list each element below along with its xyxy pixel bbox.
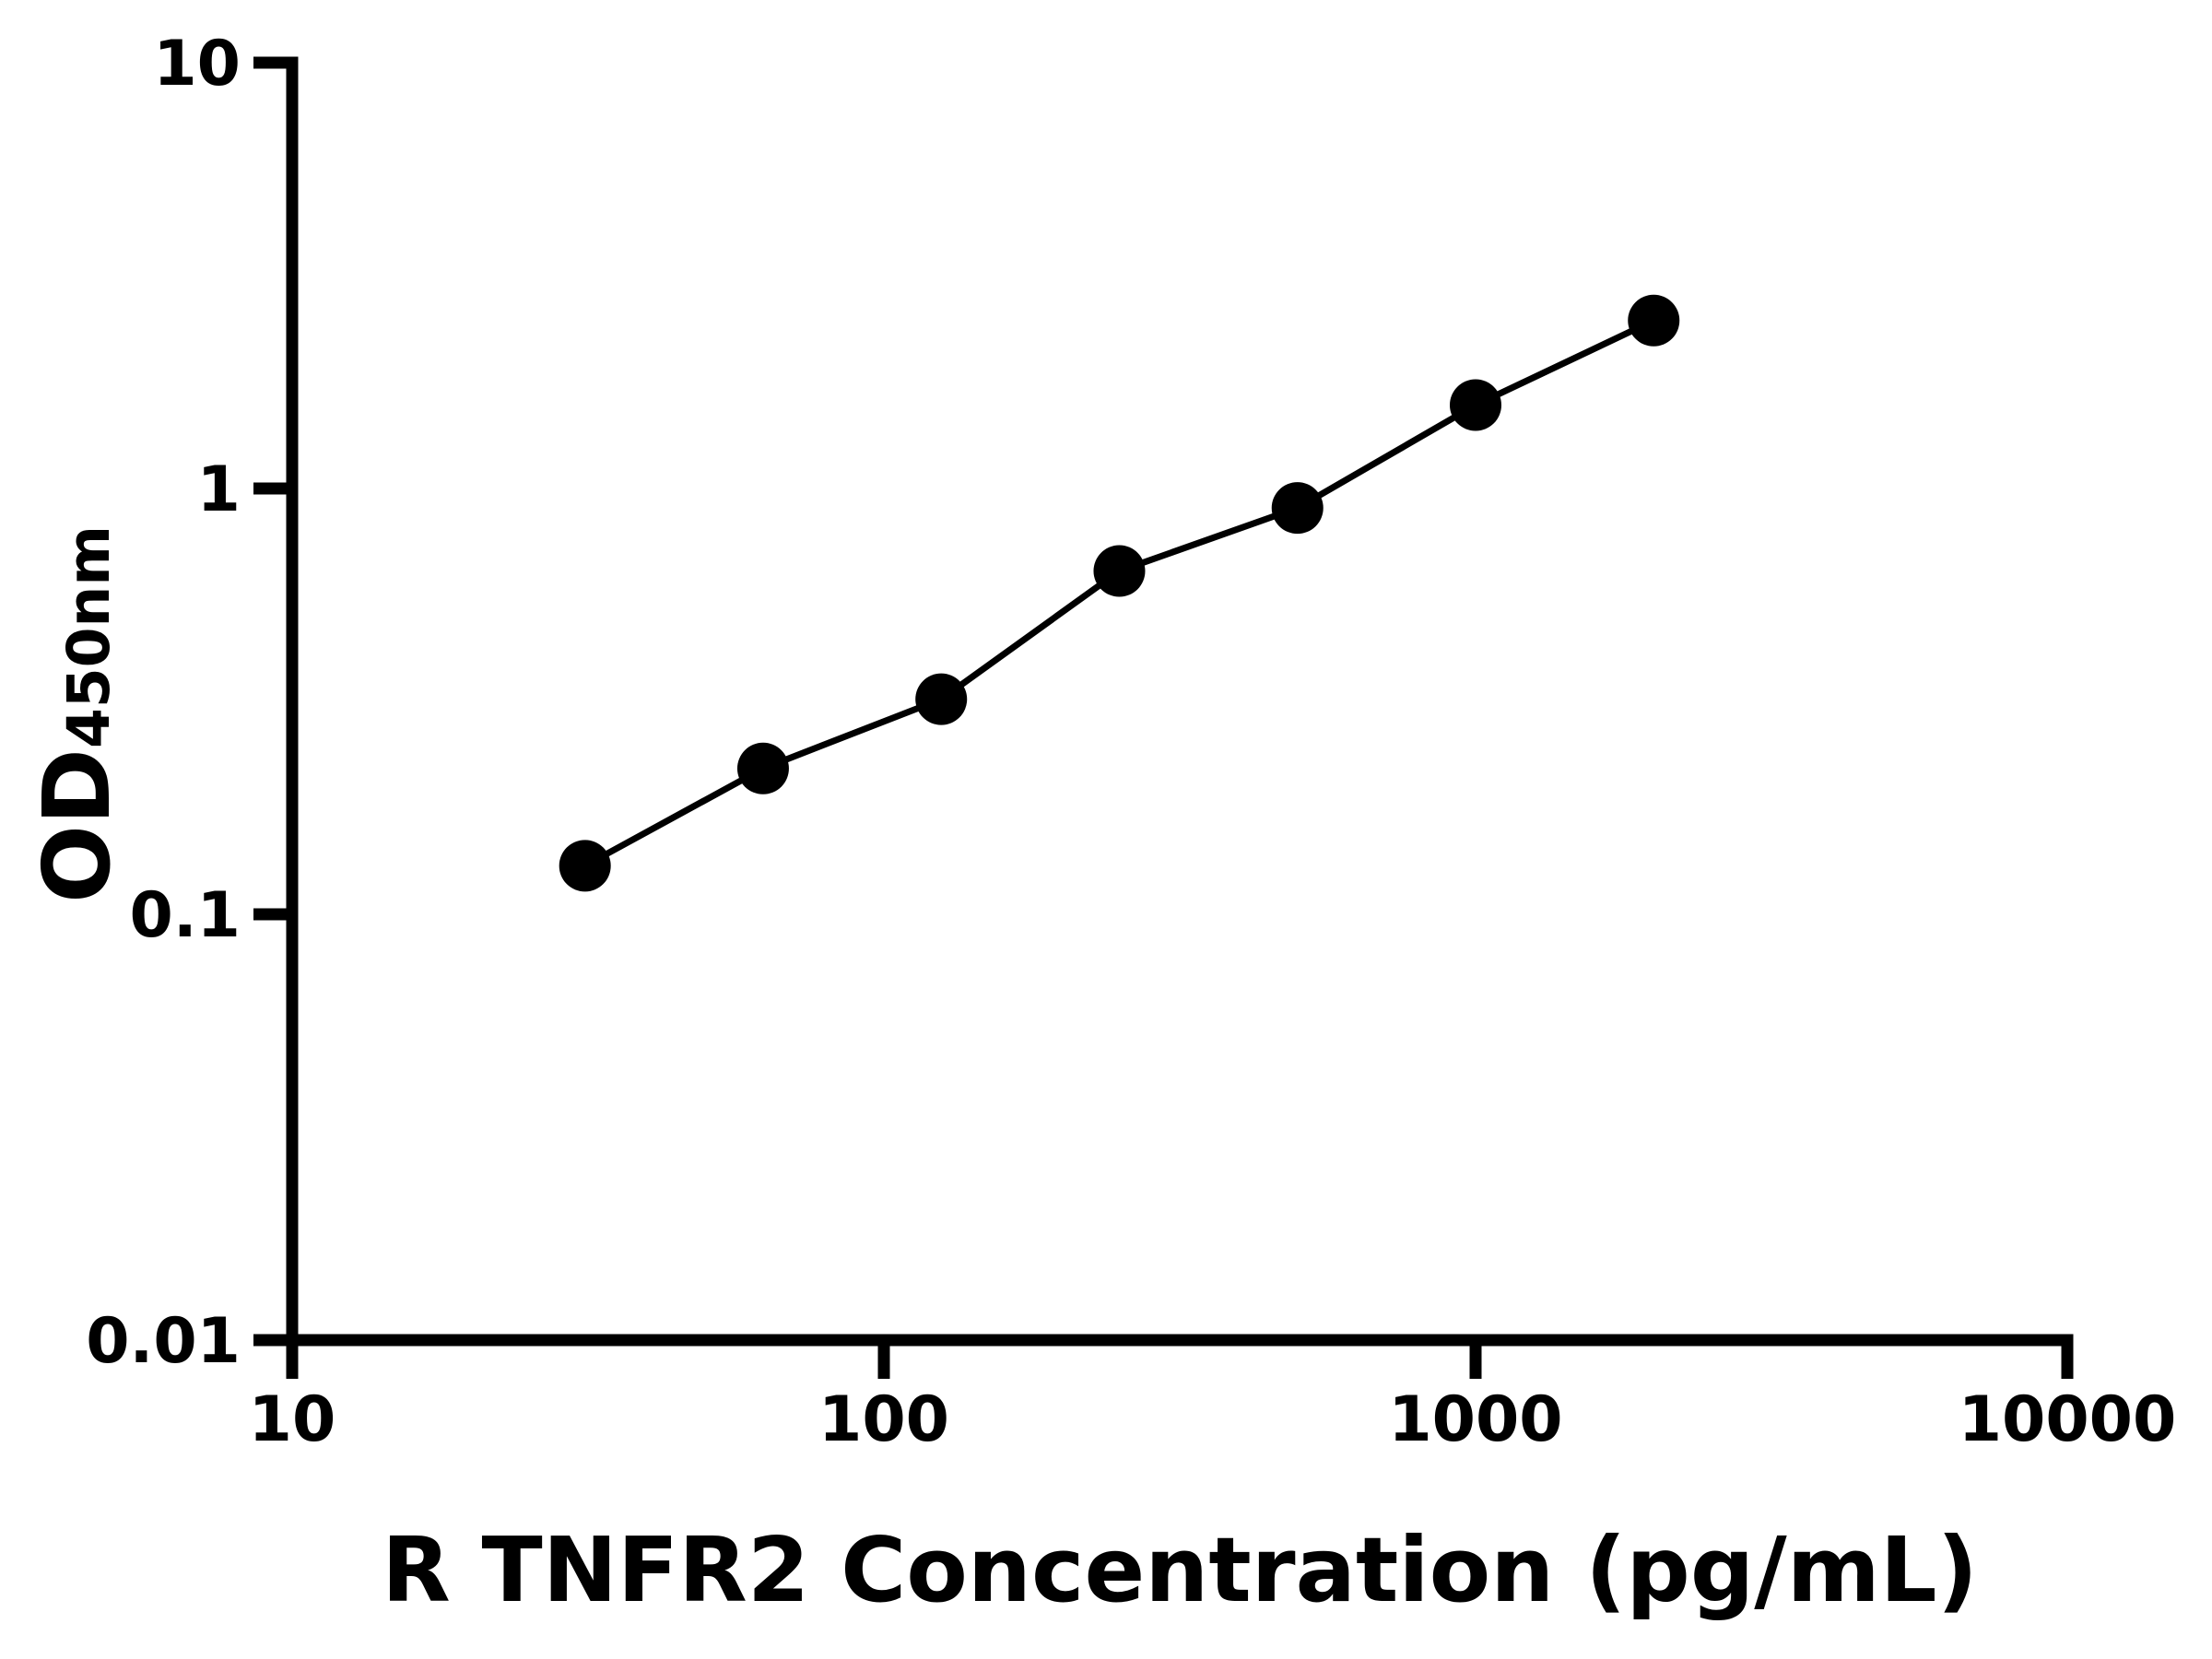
- data-point-marker: [915, 673, 968, 725]
- data-point-marker: [1628, 294, 1680, 347]
- data-point-marker: [736, 742, 789, 794]
- y-axis-title: OD450nm: [23, 525, 131, 903]
- y-tick-label: 10: [153, 28, 241, 100]
- y-tick-label: 0.1: [130, 879, 241, 952]
- data-point-marker: [1271, 482, 1324, 535]
- x-tick-label: 10: [249, 1383, 336, 1456]
- y-tick-label: 1: [197, 453, 241, 526]
- x-tick-label: 1000: [1388, 1383, 1562, 1456]
- x-tick-label: 10000: [1959, 1383, 2177, 1456]
- data-point-marker: [559, 840, 611, 892]
- data-point-marker: [1450, 379, 1501, 431]
- data-point-marker: [1093, 545, 1146, 597]
- y-tick-label: 0.01: [86, 1305, 241, 1378]
- x-tick-label: 100: [818, 1383, 949, 1456]
- x-axis-title: R TNFR2 Concentration (pg/mL): [382, 1518, 1978, 1622]
